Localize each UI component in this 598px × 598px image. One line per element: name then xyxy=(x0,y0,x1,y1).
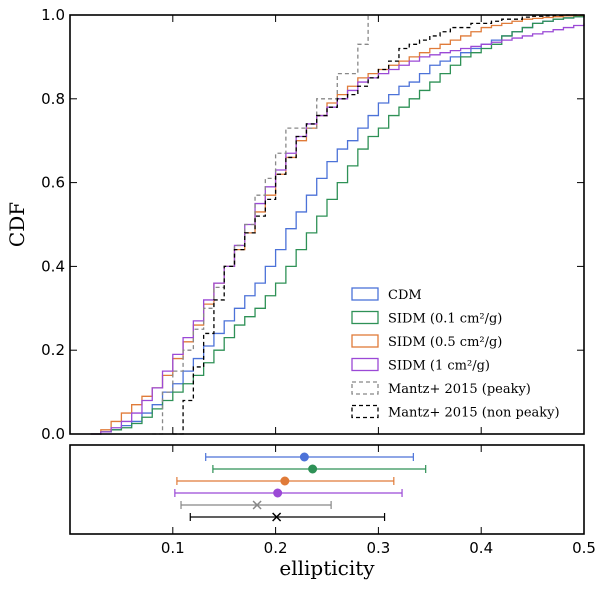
cdf-panel-frame xyxy=(69,14,585,435)
legend-label-2: SIDM (0.5 cm²/g) xyxy=(388,335,502,350)
y-axis-label: CDF xyxy=(5,202,29,247)
median-marker-1 xyxy=(308,464,318,474)
legend-swatch-3 xyxy=(351,357,379,372)
cdf-series-group xyxy=(90,14,585,435)
y-tick-label: 0.8 xyxy=(41,90,65,108)
errorbar-panel-frame xyxy=(69,444,585,535)
legend: CDM SIDM (0.1 cm²/g) SIDM (0.5 cm²/g) SIDM … xyxy=(351,287,560,421)
x-axis-label: ellipticity xyxy=(279,556,375,580)
x-tick-label: 0.5 xyxy=(572,539,596,557)
x-tick-label: 0.4 xyxy=(469,539,493,557)
y-tick-label: 0.4 xyxy=(41,257,65,275)
y-tick-label: 0.0 xyxy=(41,425,65,443)
cdf-line-1 xyxy=(90,15,585,435)
median-marker-4 xyxy=(252,500,262,510)
cdf-line-5 xyxy=(172,14,584,435)
legend-swatch-2 xyxy=(351,334,379,348)
x-tick-label: 0.1 xyxy=(161,539,185,557)
legend-swatch-4 xyxy=(351,381,379,395)
median-marker-5 xyxy=(272,512,282,522)
median-marker-3 xyxy=(273,488,283,498)
errorbar-group xyxy=(174,452,427,522)
legend-swatch-5 xyxy=(351,404,379,419)
y-tick-label: 0.2 xyxy=(41,341,65,359)
legend-label-5: Mantz+ 2015 (non peaky) xyxy=(388,406,560,421)
x-tick-label: 0.2 xyxy=(264,539,288,557)
y-tick-label: 1.0 xyxy=(41,6,65,24)
legend-label-3: SIDM (1 cm²/g) xyxy=(388,359,490,374)
y-tick-label: 0.6 xyxy=(41,174,65,192)
x-tick-label: 0.3 xyxy=(366,539,390,557)
legend-swatch-1 xyxy=(351,310,379,325)
legend-label-4: Mantz+ 2015 (peaky) xyxy=(388,382,531,397)
median-marker-0 xyxy=(299,452,309,462)
cdf-axis-ticks: 0.0 0.2 0.4 0.6 0.8 1.0 xyxy=(41,6,584,443)
errorbar-axis-ticks: 0.1 0.2 0.3 0.4 0.5 xyxy=(161,445,596,557)
legend-label-1: SIDM (0.1 cm²/g) xyxy=(388,312,502,327)
legend-label-0: CDM xyxy=(388,288,422,303)
median-marker-2 xyxy=(280,476,290,486)
legend-swatch-0 xyxy=(351,287,379,301)
